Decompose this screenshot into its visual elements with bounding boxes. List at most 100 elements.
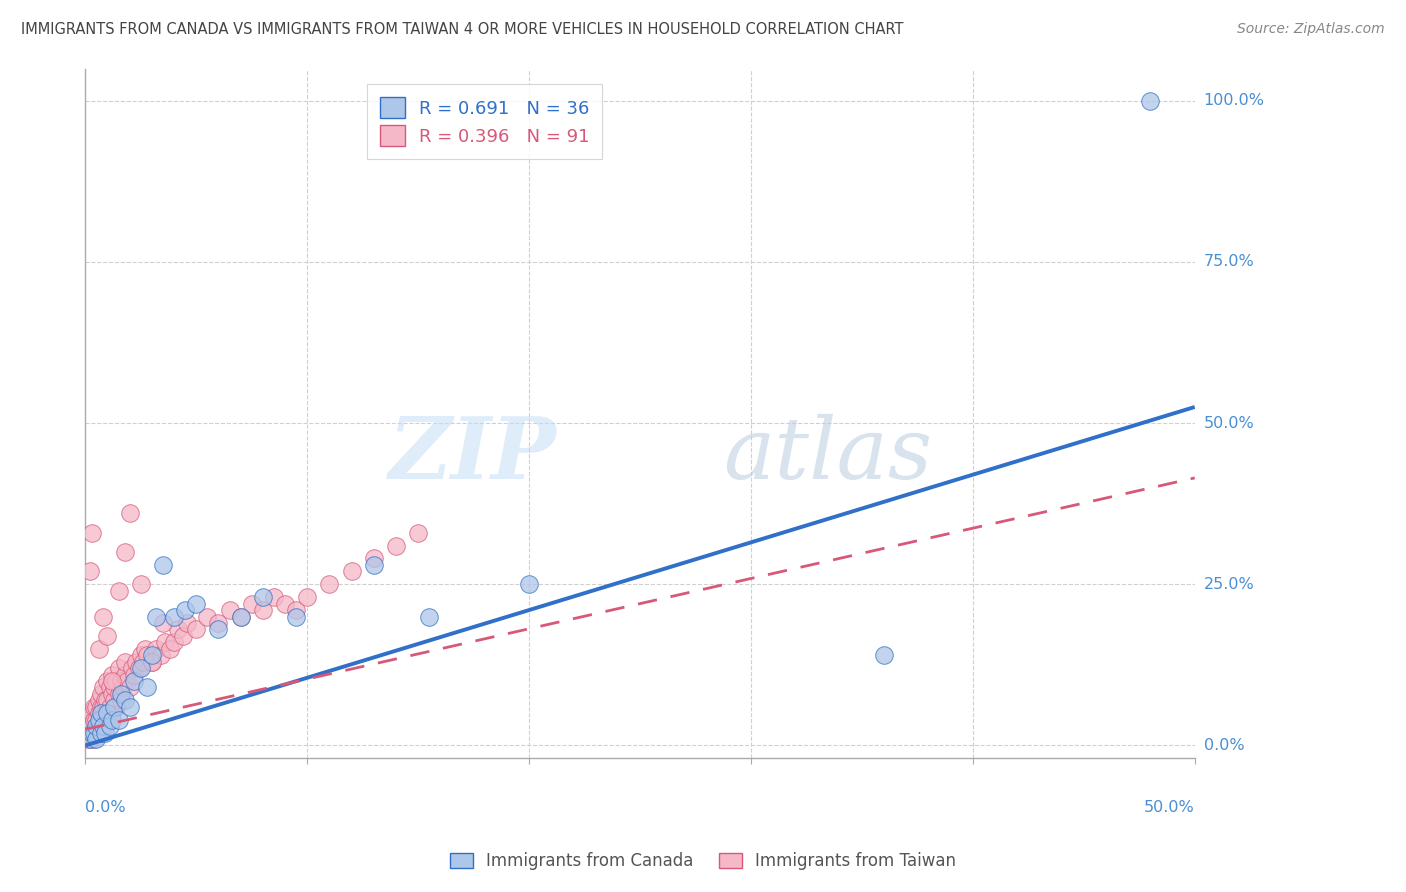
Point (136, 648, 159, 663)
Point (86, 719, 108, 733)
Point (285, 603, 308, 617)
Point (91, 699, 114, 714)
Point (121, 661, 143, 675)
Point (129, 648, 152, 663)
Point (86, 731, 108, 746)
Point (103, 699, 125, 714)
Point (79, 725, 101, 739)
Point (103, 681, 125, 695)
Point (107, 687, 129, 701)
Point (229, 609, 252, 624)
Point (87, 706, 110, 721)
Point (128, 661, 150, 675)
Point (80, 731, 103, 746)
Point (91, 681, 114, 695)
Text: 50.0%: 50.0% (1144, 800, 1195, 814)
Point (101, 667, 124, 681)
Point (87, 693, 110, 707)
Point (90, 713, 112, 727)
Point (153, 635, 176, 649)
Point (145, 641, 167, 656)
Point (114, 693, 136, 707)
Point (98, 719, 121, 733)
Text: 50.0%: 50.0% (1204, 416, 1254, 431)
Text: atlas: atlas (723, 414, 932, 496)
Point (90, 706, 112, 721)
Point (105, 673, 128, 688)
Point (79, 565, 101, 579)
Text: 75.0%: 75.0% (1204, 254, 1254, 269)
Point (91, 719, 114, 733)
Point (207, 615, 229, 630)
Point (218, 603, 240, 617)
Point (101, 687, 124, 701)
Point (118, 507, 141, 521)
Point (76, 731, 98, 746)
Text: 0.0%: 0.0% (86, 800, 127, 814)
Point (101, 673, 124, 688)
Legend: Immigrants from Canada, Immigrants from Taiwan: Immigrants from Canada, Immigrants from … (443, 846, 963, 877)
Point (136, 681, 159, 695)
Point (274, 597, 297, 611)
Point (96, 706, 118, 721)
Point (86, 699, 108, 714)
Point (110, 673, 132, 688)
Point (83, 725, 105, 739)
Point (111, 681, 134, 695)
Point (167, 623, 190, 637)
Point (94, 693, 117, 707)
Point (295, 590, 318, 604)
Point (114, 667, 136, 681)
Point (117, 673, 139, 688)
Point (385, 539, 408, 553)
Point (80, 719, 103, 733)
Text: 0.0%: 0.0% (1204, 738, 1244, 753)
Point (114, 545, 136, 559)
Point (79, 713, 101, 727)
Point (83, 725, 105, 739)
Point (94, 706, 117, 721)
Point (80, 725, 103, 739)
Point (83, 731, 105, 746)
Point (122, 673, 145, 688)
Point (76, 719, 98, 733)
Point (107, 583, 129, 598)
Point (98, 681, 121, 695)
Point (105, 699, 128, 714)
Point (96, 693, 118, 707)
Point (186, 623, 208, 637)
Point (229, 609, 252, 624)
Point (285, 609, 308, 624)
Point (129, 661, 152, 675)
Point (240, 597, 263, 611)
Point (87, 641, 110, 656)
Point (122, 667, 145, 681)
Point (195, 609, 218, 624)
Point (172, 629, 194, 643)
Point (83, 699, 105, 714)
Point (873, 648, 896, 663)
Point (107, 661, 129, 675)
Point (152, 615, 174, 630)
Point (318, 577, 340, 591)
Point (141, 648, 163, 663)
Point (90, 725, 112, 739)
Point (207, 623, 229, 637)
Text: ZIP: ZIP (389, 413, 557, 497)
Point (174, 603, 197, 617)
Point (159, 641, 181, 656)
Point (1139, 94, 1161, 108)
Point (163, 609, 186, 624)
Point (134, 641, 156, 656)
Point (363, 551, 385, 566)
Point (96, 713, 118, 727)
Point (96, 629, 118, 643)
Point (94, 725, 117, 739)
Point (145, 609, 167, 624)
Point (101, 713, 124, 727)
Point (91, 719, 114, 733)
Point (91, 609, 114, 624)
Text: 100.0%: 100.0% (1204, 94, 1264, 108)
Point (80, 706, 103, 721)
Point (406, 525, 429, 540)
